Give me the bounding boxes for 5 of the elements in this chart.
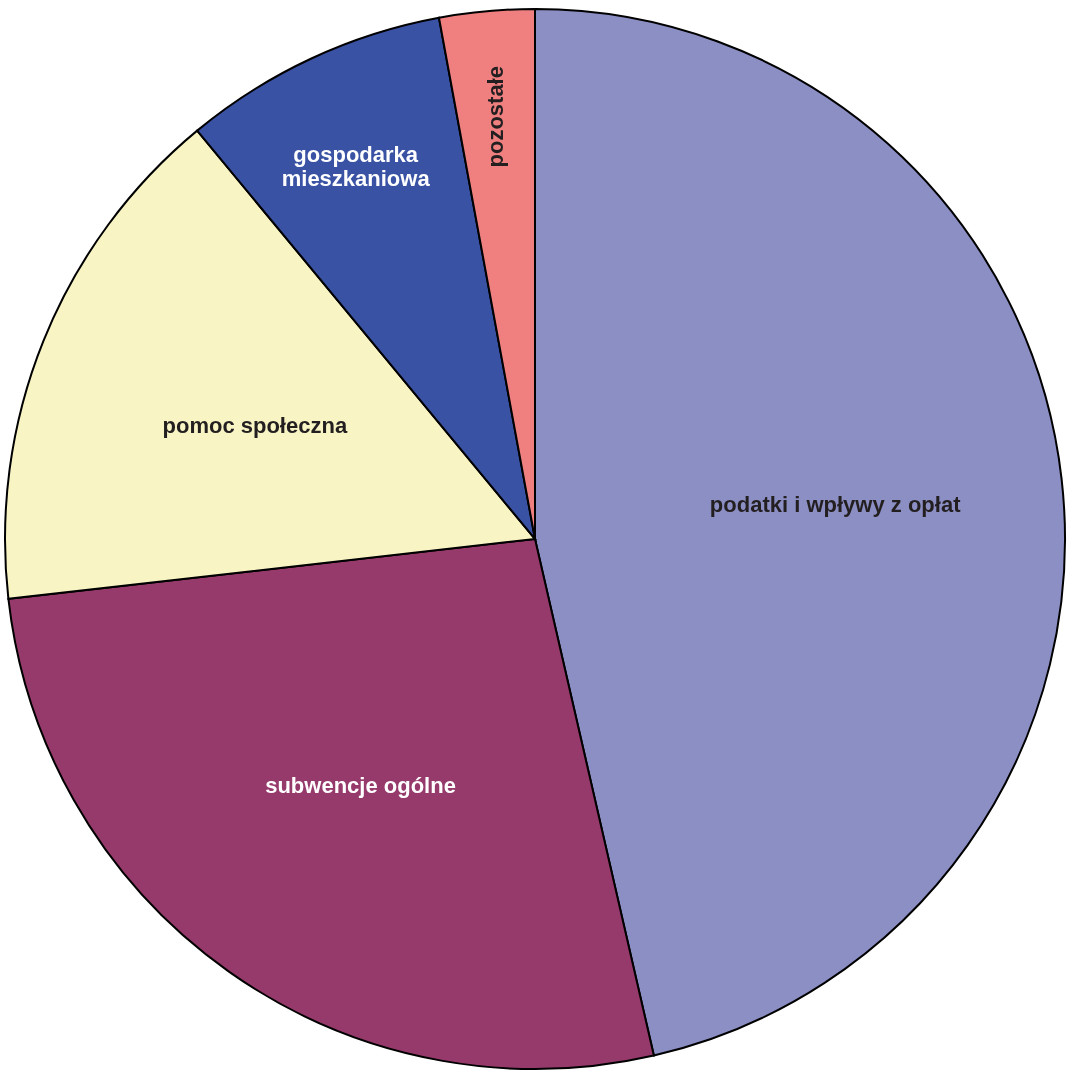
slice-label: podatki i wpływy z opłat bbox=[709, 491, 962, 517]
slice-label: pozostałe bbox=[483, 66, 509, 168]
slice-label: pomoc społeczna bbox=[162, 413, 348, 439]
slice-label: subwencje ogólne bbox=[265, 772, 456, 798]
slice-label: gospodarka mieszkaniowa bbox=[281, 141, 431, 191]
